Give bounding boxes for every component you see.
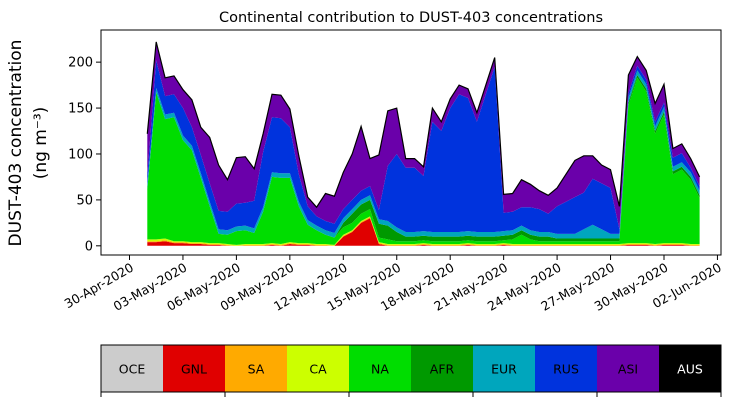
stacked-areas — [147, 41, 700, 246]
y-axis-label-line2: (ng m⁻³) — [31, 107, 51, 180]
legend-swatch-asi — [597, 345, 660, 392]
legend-label-na: NA — [371, 362, 389, 377]
total-line — [146, 41, 701, 209]
chart-title: Continental contribution to DUST-403 con… — [219, 10, 603, 26]
legend-swatch-eur — [473, 345, 536, 392]
y-tick-label-0: 0 — [85, 239, 93, 254]
y-tick-label-150: 150 — [68, 102, 93, 117]
y-axis: 0 50 100 150 200 — [68, 56, 101, 254]
area-asi — [147, 41, 700, 230]
legend-swatch-aus — [659, 345, 722, 392]
area-rus — [147, 60, 700, 234]
plot-frame — [100, 29, 722, 256]
legend-swatch-sa — [225, 345, 288, 392]
legend-label-ca: CA — [309, 362, 327, 377]
legend-label-afr: AFR — [430, 362, 455, 377]
legend-swatch-oce — [101, 345, 164, 392]
legend-label-gnl: GNL — [181, 362, 207, 377]
legend-swatch-gnl — [163, 345, 226, 392]
y-tick-label-200: 200 — [68, 56, 93, 71]
legend-label-sa: SA — [248, 362, 265, 377]
legend-swatch-afr — [411, 345, 474, 392]
legend-label-asi: ASI — [618, 362, 638, 377]
legend-frame — [100, 344, 722, 393]
legend-label-oce: OCE — [119, 362, 146, 377]
y-tick-label-100: 100 — [68, 147, 93, 162]
total-line-group — [146, 41, 701, 209]
y-axis-label-line1: DUST-403 concentration — [6, 40, 26, 247]
legend-colorbar: OCE GNL SA CA NA AFR EUR RUS ASI AUS — [100, 344, 722, 397]
area-na — [147, 77, 700, 245]
x-axis: 30-Apr-202003-May-202006-May-202009-May-… — [62, 255, 724, 314]
legend-label-aus: AUS — [677, 362, 703, 377]
legend-swatch-rus — [535, 345, 598, 392]
legend-label-rus: RUS — [553, 362, 579, 377]
y-tick-label-50: 50 — [76, 193, 93, 208]
legend-swatch-ca — [287, 345, 350, 392]
area-ca — [147, 216, 700, 246]
legend-swatch-na — [349, 345, 412, 392]
legend-label-eur: EUR — [491, 362, 517, 377]
